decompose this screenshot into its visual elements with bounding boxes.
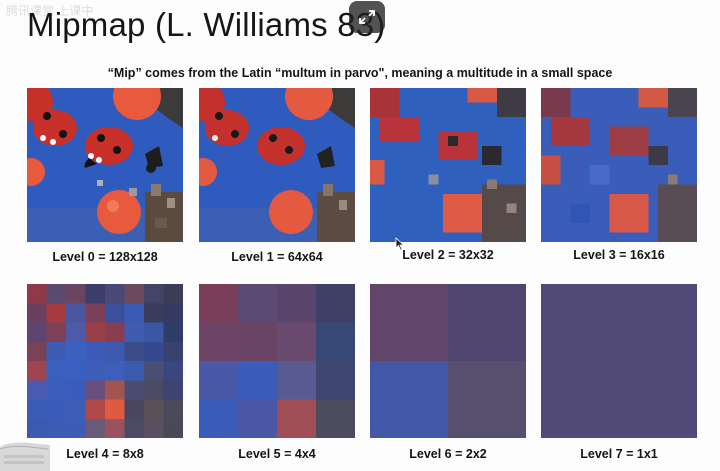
slide-title: Mipmap (L. Williams 83)	[27, 6, 386, 43]
level-0-label: Level 0 = 128x128	[52, 250, 158, 264]
mipmap-level-7-image	[541, 284, 697, 438]
mipmap-level-1-image	[199, 88, 355, 242]
mipmap-level-3-image	[541, 88, 697, 242]
level-2-label: Level 2 = 32x32	[402, 248, 494, 262]
exit-fullscreen-icon	[359, 10, 375, 24]
watermark: 腾讯课堂 上课中	[6, 4, 94, 18]
level-4-label: Level 4 = 8x8	[66, 447, 144, 461]
mipmap-level-0-image	[27, 88, 183, 242]
level-3-label: Level 3 = 16x16	[573, 248, 665, 262]
level-7-label: Level 7 = 1x1	[580, 447, 658, 461]
mipmap-level-6-image	[370, 284, 526, 438]
exit-fullscreen-button[interactable]	[349, 1, 385, 33]
mipmap-level-4-image	[27, 284, 183, 438]
mipmap-level-5-image	[199, 284, 355, 438]
slide-subtitle: “Mip” comes from the Latin “multum in pa…	[107, 66, 613, 80]
camera-device-overlay	[0, 439, 50, 471]
mipmap-level-2-image	[370, 88, 526, 242]
level-5-label: Level 5 = 4x4	[238, 447, 316, 461]
level-6-label: Level 6 = 2x2	[409, 447, 487, 461]
mouse-cursor-icon	[395, 237, 405, 256]
level-1-label: Level 1 = 64x64	[231, 250, 323, 264]
